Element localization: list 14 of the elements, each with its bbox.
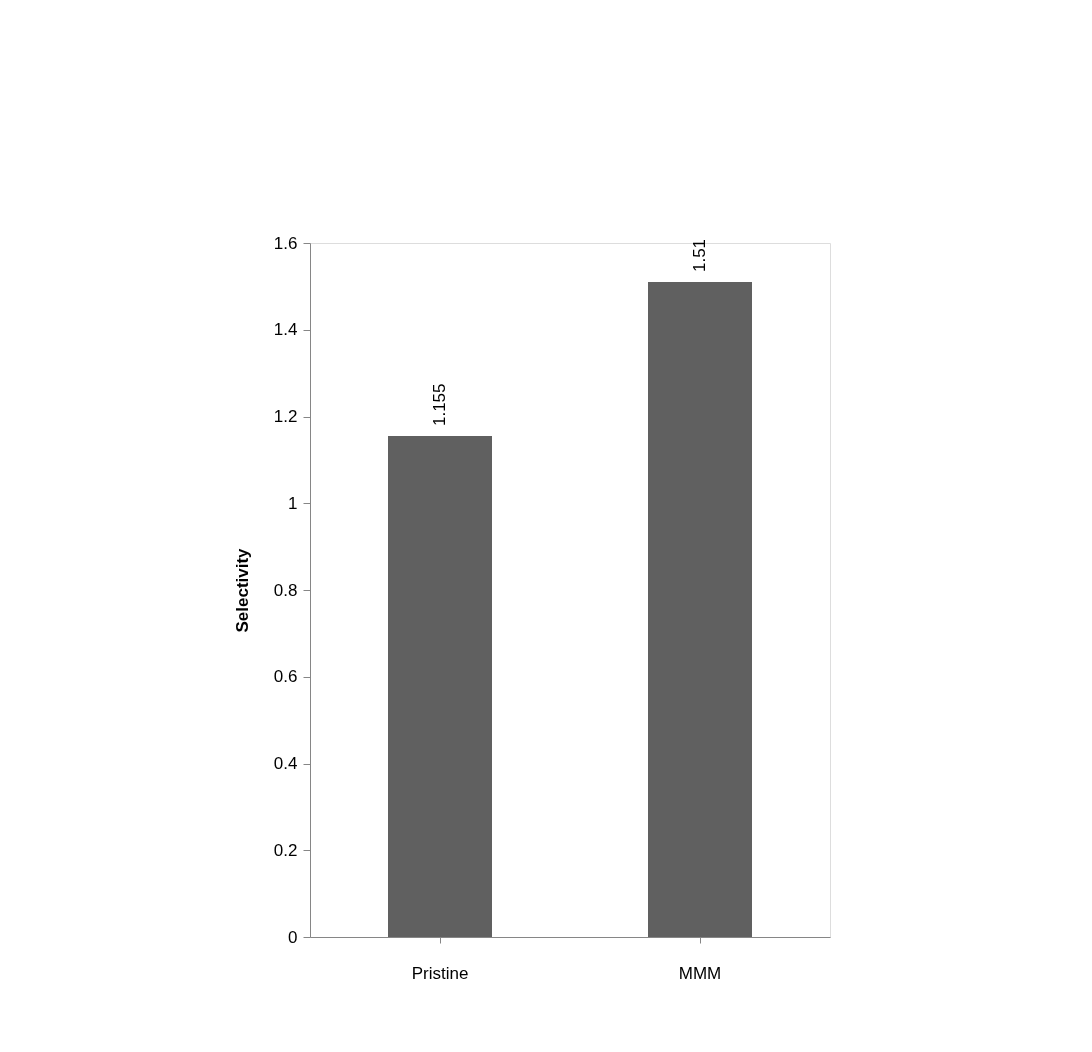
y-tick-label: 1.4 bbox=[273, 320, 298, 340]
y-tick-label: 1.2 bbox=[273, 407, 298, 426]
y-tick-label: 0 bbox=[288, 927, 298, 947]
data-label: 1.155 bbox=[430, 383, 449, 427]
data-label: 1.51 bbox=[690, 238, 709, 273]
x-tick-label: MMM bbox=[678, 963, 722, 983]
y-tick-label: 0.2 bbox=[273, 840, 298, 860]
y-axis-title: Selectivity bbox=[232, 547, 252, 633]
y-tick-label: 1.6 bbox=[273, 233, 298, 253]
y-tick-label: 0.4 bbox=[273, 754, 298, 773]
y-tick-label: 0.6 bbox=[273, 667, 298, 687]
x-tick-label: Pristine bbox=[411, 963, 469, 983]
y-tick-label: 1 bbox=[288, 493, 298, 513]
y-tick-label: 0.8 bbox=[273, 580, 298, 600]
